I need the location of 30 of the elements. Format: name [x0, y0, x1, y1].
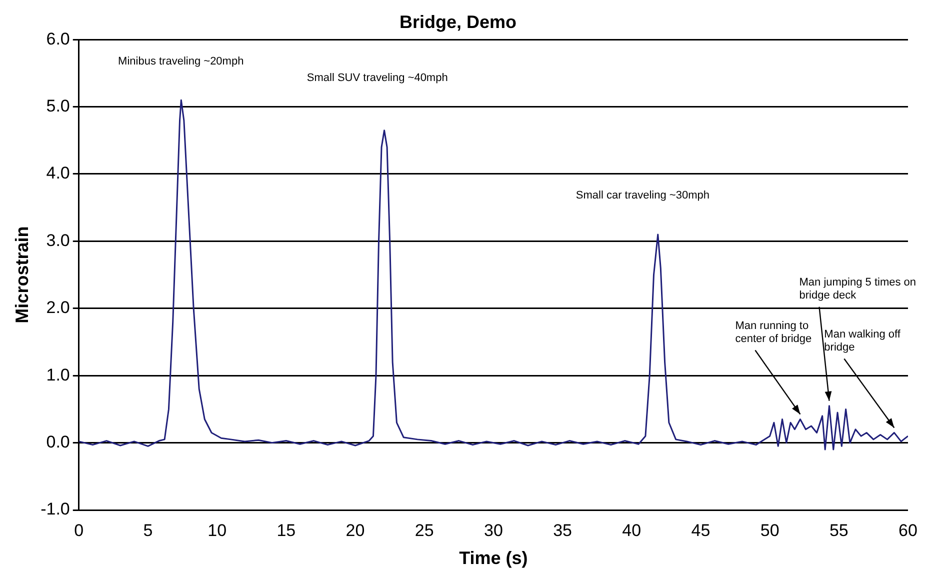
annotation: Small SUV traveling ~40mph — [306, 72, 448, 84]
y-axis-title: Microstrain — [12, 226, 32, 324]
x-tick-label: 45 — [691, 520, 710, 540]
y-tick-label: 5.0 — [46, 96, 70, 116]
x-tick-label: 20 — [346, 520, 365, 540]
y-tick-label: 0.0 — [46, 432, 70, 452]
x-tick-label: 0 — [74, 520, 84, 540]
annotation: Small car traveling ~30mph — [576, 189, 710, 202]
x-tick-label: 10 — [208, 520, 227, 540]
x-tick-label: 25 — [414, 520, 434, 540]
y-tick-label: 1.0 — [46, 365, 70, 384]
annotation: Man jumping 5 times on bridge deck — [799, 276, 916, 302]
x-tick-label: 15 — [276, 520, 296, 540]
x-tick-label: 30 — [484, 520, 503, 540]
y-tick-label: -1.0 — [40, 500, 70, 519]
x-tick-label: 55 — [829, 520, 848, 540]
y-tick-label: 2.0 — [46, 298, 70, 318]
x-tick-label: 50 — [760, 520, 780, 540]
annotation: Minibus traveling ~20mph — [118, 55, 244, 68]
x-tick-label: 60 — [898, 520, 918, 540]
y-tick-label: 4.0 — [46, 164, 70, 183]
annotation: Man running to center of bridge — [735, 320, 812, 345]
y-tick-label: 6.0 — [46, 29, 70, 48]
y-tick-label: 3.0 — [46, 230, 70, 250]
annotation: Man walking off bridge — [824, 328, 902, 354]
chart-title: Bridge, Demo — [399, 12, 517, 32]
x-tick-label: 5 — [143, 520, 153, 540]
x-tick-label: 40 — [622, 520, 642, 540]
x-axis-title: Time (s) — [459, 548, 528, 568]
x-tick-label: 35 — [553, 520, 572, 540]
